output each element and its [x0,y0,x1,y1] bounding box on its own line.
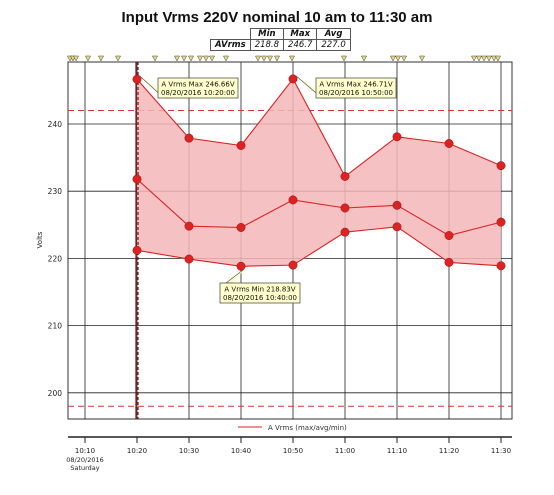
y-axis-label: Volts [36,231,44,248]
data-point-min [392,222,402,232]
event-flag-icon [475,55,483,62]
x-tick-label: 10:20 [127,447,147,455]
event-flag-icon [360,55,368,62]
data-point-max [340,171,350,181]
event-flag-icon [490,55,498,62]
event-flag-icon [222,55,230,62]
callout-line2: 08/20/2016 10:40:00 [223,294,297,302]
event-flag-icon [84,55,92,62]
data-point-max [236,141,246,150]
data-point-min [288,260,298,270]
x-tick-label: 10:40 [231,447,251,455]
stats-table: Min Max Avg AVrms 218.8 246.7 227.0 [210,28,351,51]
data-point-avg [132,174,142,184]
series-line-avg [136,178,502,237]
x-tick-label: 10:30 [179,447,199,455]
data-point-max [132,74,142,84]
event-flag-icon [254,55,262,62]
x-tick-label: 11:20 [439,447,459,455]
data-point-min [340,227,350,237]
data-point-max [392,132,402,142]
callout-line1: A Vrms Min 218.83V [224,286,295,294]
data-point-min [236,261,246,271]
data-point-max [444,139,454,148]
event-flag-icon [114,55,122,62]
event-flag-icon [196,55,204,62]
event-flag-icon [266,55,274,62]
event-flag-icon [480,55,488,62]
x-tick-label: 11:00 [335,447,355,455]
event-flag-icon [389,55,397,62]
series-line-min [136,226,502,267]
data-point-avg [496,217,506,227]
event-flag-icon [180,55,188,62]
event-flag-icon [208,55,216,62]
event-flag-icon [288,55,296,62]
callout-line2: 08/20/2016 10:20:00 [161,89,235,97]
range-band [137,78,501,267]
legend-label: A Vrms (max/avg/min) [268,424,347,432]
data-point-min [184,254,194,264]
data-point-avg [236,223,246,232]
y-tick-label: 200 [48,389,63,398]
x-date-label: Saturday [70,464,99,472]
x-tick-label: 11:30 [491,447,511,455]
data-point-avg [340,203,350,213]
stats-value-min: 218.8 [249,39,285,51]
event-flag-icon [470,55,478,62]
y-tick-label: 240 [48,120,63,129]
event-flag-icon [485,55,493,62]
event-flag-icon [151,55,159,62]
callout-box [219,282,301,304]
callout-box [157,77,239,99]
data-point-max [496,161,506,171]
stats-value-avg: 227.0 [316,39,351,51]
x-tick-label: 10:50 [283,447,303,455]
event-flag-icon [97,55,105,62]
event-flag-icon [273,55,281,62]
event-flag-icon [173,55,181,62]
data-point-avg [184,221,194,231]
event-flag-icon [494,55,502,62]
event-flag-icon [400,55,408,62]
callout-box [315,77,397,99]
data-point-min [496,261,506,271]
y-tick-label: 220 [48,254,63,263]
event-flag-icon [418,55,426,62]
data-point-min [444,257,454,267]
data-point-avg [288,195,298,205]
x-tick-label: 10:10 [75,447,95,455]
event-flag-icon [202,55,210,62]
event-flag-icon [72,55,80,62]
callout-line1: A Vrms Max 246.66V [161,81,234,89]
data-point-max [288,74,298,84]
data-point-avg [392,200,402,210]
data-point-min [132,245,142,255]
callout-line1: A Vrms Max 246.71V [319,81,392,89]
series-line-max [136,77,502,178]
callout-line2: 08/20/2016 10:50:00 [319,89,393,97]
y-tick-label: 230 [48,187,63,196]
stats-value-max: 246.7 [283,39,318,51]
data-point-avg [444,231,454,241]
event-flag-icon [187,55,195,62]
x-tick-label: 11:10 [387,447,407,455]
legend: A Vrms (max/avg/min) [238,424,347,432]
data-point-max [184,133,194,143]
event-flag-icon [340,55,348,62]
x-date-label: 08/20/2016 [66,456,103,464]
event-flag-icon [260,55,268,62]
stats-row-label: AVrms [210,39,251,51]
event-flag-icon [394,55,402,62]
y-tick-label: 210 [48,322,63,331]
chart-title: Input Vrms 220V nominal 10 am to 11:30 a… [121,9,433,26]
